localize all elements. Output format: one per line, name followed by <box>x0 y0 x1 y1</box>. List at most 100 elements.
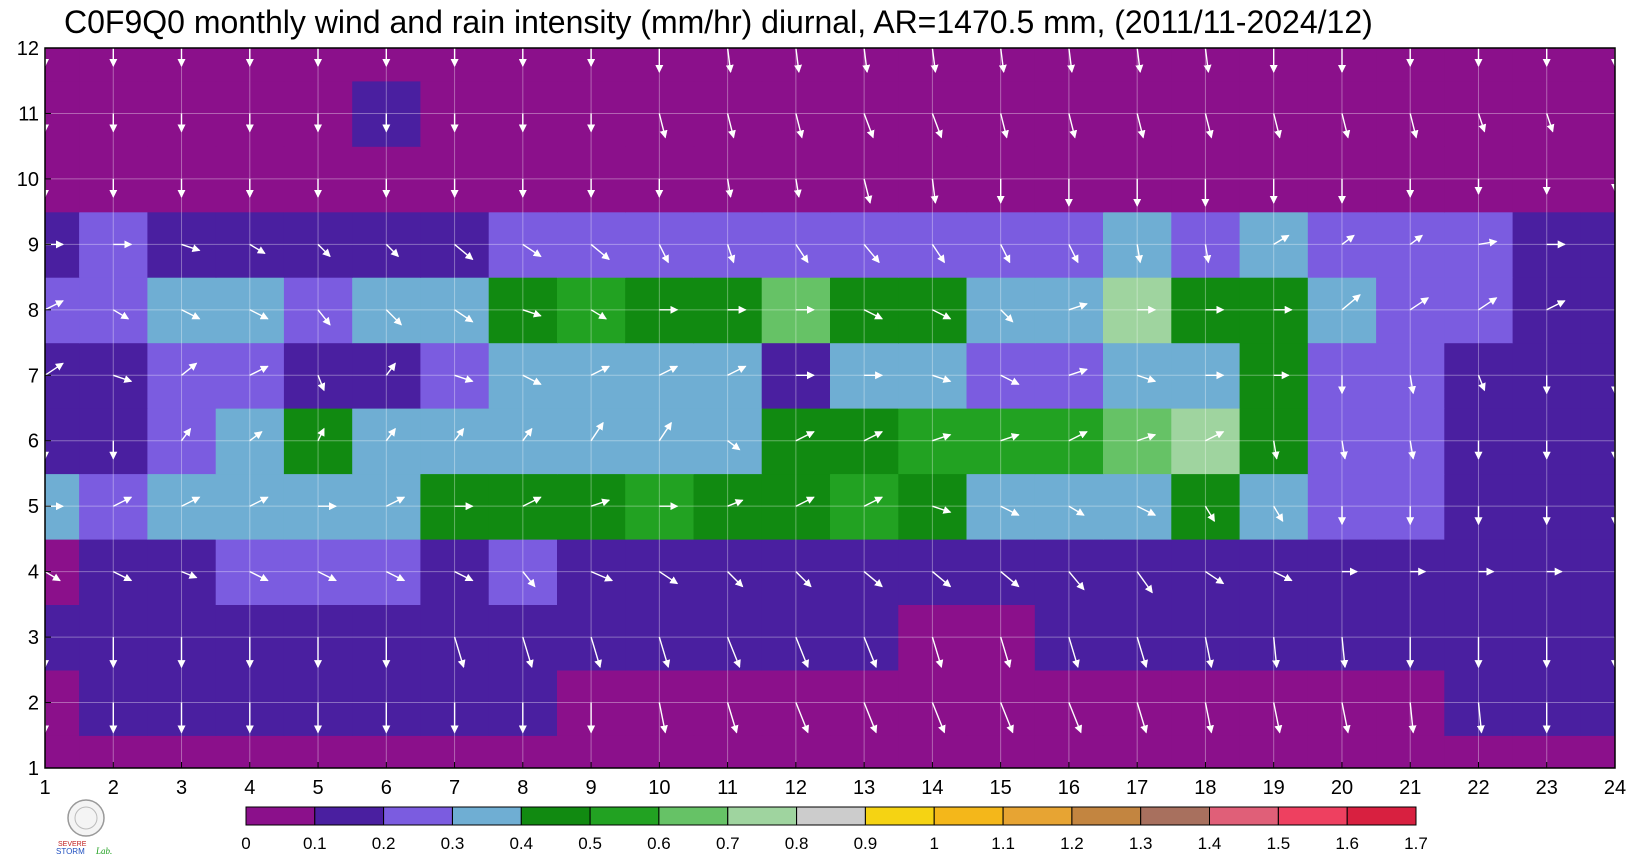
wind-arrow <box>453 636 466 669</box>
wind-arrow <box>1546 300 1566 311</box>
wind-arrow <box>658 571 679 585</box>
wind-arrow <box>1478 238 1498 247</box>
y-tick-label: 4 <box>28 562 39 584</box>
wind-arrow <box>1205 431 1225 442</box>
y-tick-label: 8 <box>28 300 39 322</box>
wind-arrow <box>1136 374 1157 383</box>
colorbar-label: 0.8 <box>785 834 809 853</box>
colorbar-label: 1.6 <box>1335 834 1359 853</box>
wind-arrow <box>1068 505 1085 516</box>
wind-arrow <box>794 48 803 73</box>
colorbar-swatch <box>727 806 798 826</box>
colorbar-swatch <box>658 806 729 826</box>
wind-arrow <box>1408 440 1416 460</box>
heatmap-cell <box>557 408 626 475</box>
wind-arrow <box>863 113 875 139</box>
wind-arrow <box>1203 48 1212 73</box>
wind-arrow <box>1068 302 1088 311</box>
y-tick-label: 12 <box>17 38 39 60</box>
heatmap-cell <box>1580 538 1615 605</box>
wind-arrow <box>1204 113 1214 139</box>
wind-arrow <box>658 636 671 669</box>
wind-arrow <box>249 309 269 320</box>
wind-arrow <box>1136 113 1146 139</box>
wind-arrow <box>1341 702 1351 734</box>
wind-arrow <box>1068 702 1083 734</box>
wind-vectors <box>45 48 1615 768</box>
wind-arrow <box>317 570 337 582</box>
y-tick-label: 5 <box>28 496 39 518</box>
wind-arrow <box>522 243 542 257</box>
wind-arrow <box>1477 113 1487 133</box>
wind-arrow <box>658 113 668 139</box>
wind-arrow <box>1068 431 1088 442</box>
wind-arrow <box>181 496 201 507</box>
wind-arrow <box>931 113 943 139</box>
wind-arrow <box>1273 570 1293 582</box>
heatmap-cell <box>1580 669 1615 736</box>
logo-text-lab: Lab. <box>95 846 112 856</box>
wind-arrow <box>1000 374 1020 385</box>
wind-arrow <box>45 300 64 311</box>
colorbar-label: 0.6 <box>647 834 671 853</box>
colorbar-swatch <box>1346 806 1417 826</box>
y-tick-label: 11 <box>18 103 39 125</box>
wind-arrow <box>181 570 198 579</box>
wind-arrow <box>590 421 604 442</box>
wind-arrow <box>1136 505 1157 516</box>
heatmap-cell <box>45 48 80 82</box>
colorbar-swatch <box>520 806 591 826</box>
y-tick-label: 7 <box>28 365 39 387</box>
wind-arrow <box>863 571 883 588</box>
colorbar-swatch <box>864 806 935 826</box>
wind-arrow <box>930 178 939 204</box>
wind-arrow <box>931 571 952 588</box>
wind-arrow <box>863 178 873 204</box>
colorbar-swatch <box>1277 806 1348 826</box>
wind-arrow <box>863 636 878 669</box>
wind-arrow <box>590 365 610 376</box>
wind-arrow <box>725 178 734 198</box>
wind-arrow <box>454 570 474 582</box>
x-tick-label: 10 <box>648 777 670 799</box>
wind-arrow <box>1340 637 1349 669</box>
logo-seal-inner <box>74 806 98 830</box>
colorbar-label: 0.5 <box>578 834 602 853</box>
wind-arrow <box>590 636 602 669</box>
colorbar-label: 1.7 <box>1404 834 1428 853</box>
wind-arrow <box>795 702 810 734</box>
x-tick-label: 14 <box>921 777 943 799</box>
x-tick-label: 24 <box>1604 777 1626 799</box>
wind-arrow <box>795 636 810 669</box>
y-tick-label: 6 <box>28 431 39 453</box>
x-tick-label: 12 <box>785 777 807 799</box>
logo-text-severe: SEVERE <box>58 841 87 848</box>
heatmap-cell <box>420 408 490 475</box>
heatmap-cell <box>283 408 353 475</box>
colorbar-label: 0.3 <box>441 834 465 853</box>
wind-arrow <box>590 243 610 261</box>
wind-arrow <box>932 374 952 383</box>
wind-arrow <box>1614 113 1615 130</box>
wind-arrow <box>522 374 542 385</box>
wind-arrow <box>1068 571 1085 591</box>
y-tick-label: 10 <box>17 169 39 191</box>
x-tick-label: 5 <box>312 777 323 799</box>
wind-arrow <box>1614 570 1615 572</box>
wind-arrow <box>1614 309 1615 310</box>
wind-arrow <box>795 571 812 588</box>
wind-arrow <box>863 431 883 442</box>
wind-arrow <box>590 570 614 582</box>
x-tick-label: 16 <box>1058 777 1080 799</box>
wind-arrow <box>795 431 815 442</box>
wind-arrow <box>1068 367 1088 376</box>
wind-arrow <box>1000 309 1014 323</box>
x-tick-label: 8 <box>517 777 528 799</box>
wind-arrow <box>727 365 747 376</box>
x-tick-label: 2 <box>108 777 119 799</box>
heatmap-cell <box>45 735 80 768</box>
colorbar-label: 1.4 <box>1198 834 1222 853</box>
heatmap-cell <box>488 408 558 475</box>
wind-arrow <box>795 244 809 264</box>
